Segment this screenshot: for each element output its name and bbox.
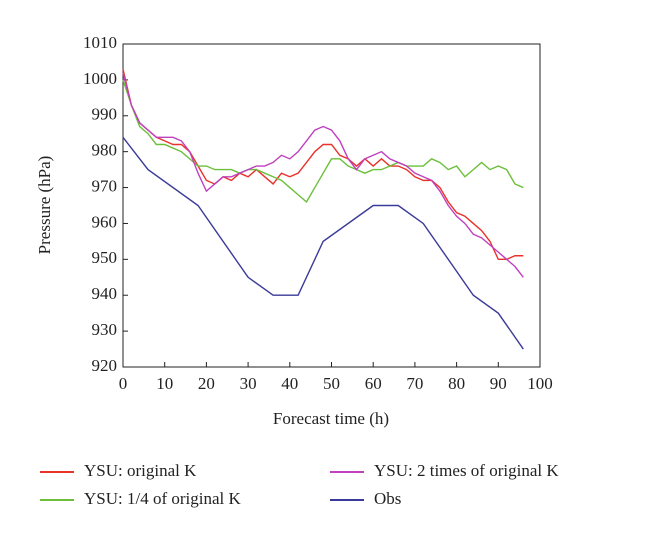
x-tick-label: 20 — [198, 374, 215, 393]
x-tick-label: 40 — [281, 374, 298, 393]
x-tick-label: 60 — [365, 374, 382, 393]
x-axis-label: Forecast time (h) — [273, 409, 389, 428]
y-tick-label: 980 — [92, 141, 118, 160]
legend-label: YSU: original K — [84, 461, 197, 480]
y-tick-label: 1000 — [83, 69, 117, 88]
y-tick-label: 960 — [92, 212, 118, 231]
series-line — [122, 72, 524, 278]
y-tick-label: 940 — [92, 284, 118, 303]
y-tick-label: 930 — [92, 320, 118, 339]
legend-label: YSU: 2 times of original K — [374, 461, 559, 480]
y-tick-label: 1010 — [83, 33, 117, 52]
x-tick-label: 0 — [119, 374, 128, 393]
x-tick-label: 50 — [323, 374, 340, 393]
y-tick-label: 920 — [92, 356, 118, 375]
y-tick-label: 990 — [92, 105, 118, 124]
series-line — [122, 79, 524, 203]
x-tick-label: 80 — [448, 374, 465, 393]
x-tick-label: 10 — [156, 374, 173, 393]
series-line — [122, 68, 524, 261]
legend-label: YSU: 1/4 of original K — [84, 489, 241, 508]
x-tick-label: 70 — [406, 374, 423, 393]
x-tick-label: 90 — [490, 374, 507, 393]
y-tick-label: 970 — [92, 176, 118, 195]
plot-frame — [122, 43, 541, 368]
series-line — [122, 136, 524, 350]
x-tick-label: 100 — [527, 374, 553, 393]
y-axis-label: Pressure (hPa) — [35, 156, 54, 255]
y-tick-label: 950 — [92, 248, 118, 267]
legend-label: Obs — [374, 489, 401, 508]
x-tick-label: 30 — [240, 374, 257, 393]
